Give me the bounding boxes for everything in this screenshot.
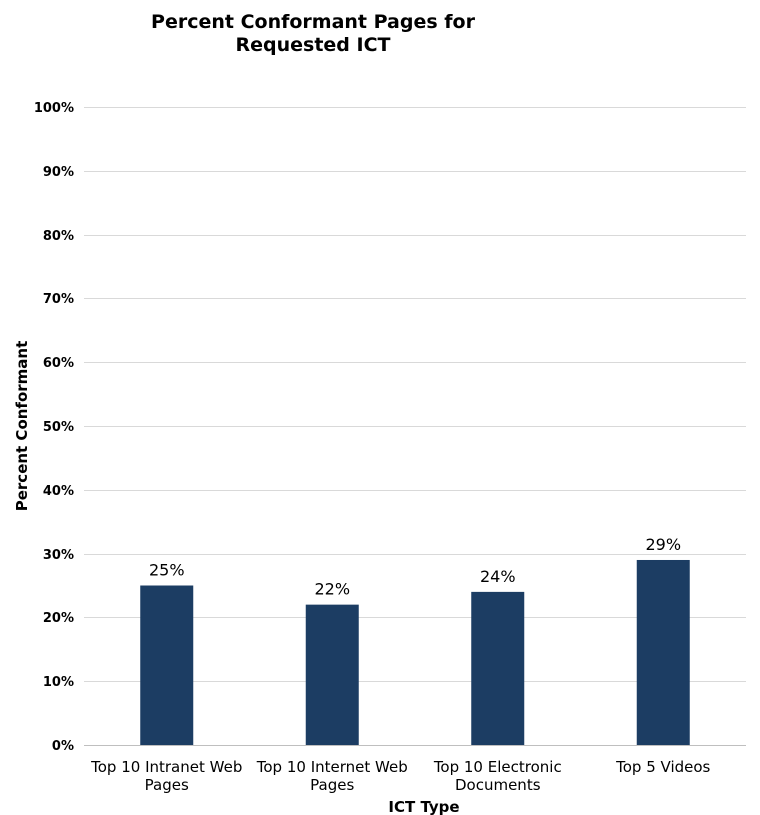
x-axis-title: ICT Type [388, 798, 459, 815]
y-tick-label: 100% [34, 101, 74, 116]
data-label: 24% [480, 567, 516, 586]
y-tick-label: 90% [43, 165, 74, 180]
x-category-label: Top 10 Electronic [433, 758, 562, 776]
data-label: 29% [645, 535, 681, 554]
y-tick-label: 40% [43, 484, 74, 499]
y-tick-label: 80% [43, 229, 74, 244]
y-tick-label: 0% [52, 739, 74, 754]
y-tick-label: 60% [43, 356, 74, 371]
x-category-label: Top 5 Videos [615, 758, 710, 776]
chart-title-line-1: Percent Conformant Pages for [151, 11, 476, 33]
bar [140, 585, 194, 745]
data-label: 25% [149, 561, 185, 580]
gridlines [84, 107, 746, 746]
x-category-label: Pages [145, 776, 189, 794]
x-category-label: Top 10 Internet Web [256, 758, 408, 776]
y-tick-label: 10% [43, 675, 74, 690]
y-tick-label: 70% [43, 292, 74, 307]
x-category-label: Pages [310, 776, 354, 794]
bar [636, 559, 690, 745]
bar [471, 591, 525, 745]
data-label: 22% [314, 580, 350, 599]
labels: Percent Conformant Pages for Requested I… [13, 11, 711, 815]
y-tick-label: 30% [43, 548, 74, 563]
chart-title-line-2: Requested ICT [236, 34, 391, 56]
y-tick-label: 20% [43, 611, 74, 626]
bar [305, 604, 359, 745]
y-axis-title: Percent Conformant [13, 341, 31, 512]
bars [140, 559, 690, 745]
x-category-label: Documents [455, 776, 541, 794]
x-category-label: Top 10 Intranet Web [90, 758, 242, 776]
y-tick-label: 50% [43, 420, 74, 435]
